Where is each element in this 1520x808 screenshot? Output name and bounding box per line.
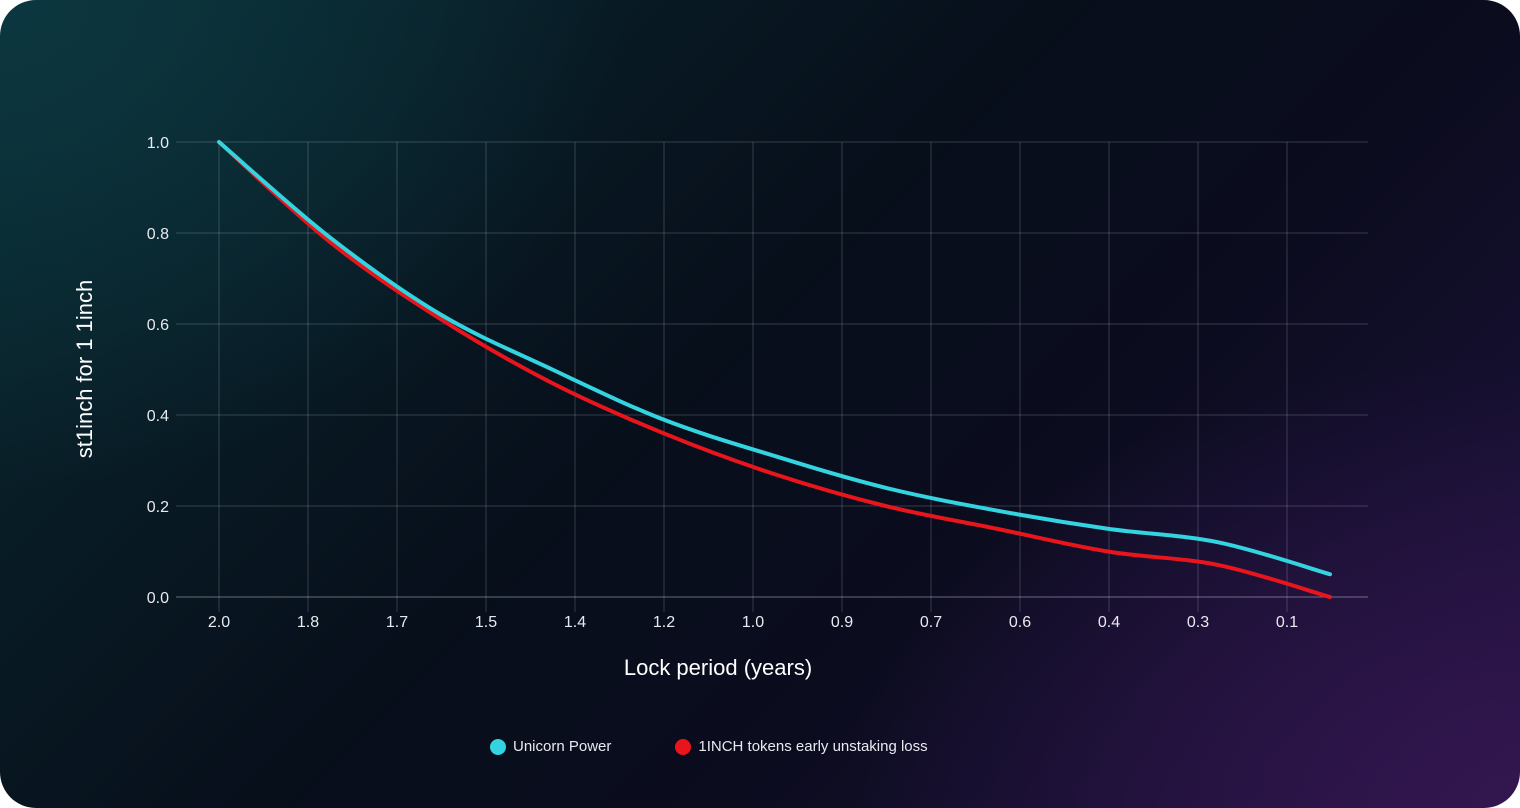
legend-dot-unstaking-loss — [675, 738, 692, 755]
x-tick-label: 0.4 — [1098, 614, 1120, 631]
y-axis-ticks: 1.0 0.8 0.6 0.4 0.2 0.0 — [147, 135, 169, 607]
x-tick-label: 0.6 — [1009, 614, 1031, 631]
x-axis-ticks: 2.0 1.8 1.7 1.5 1.4 1.2 1.0 0.9 0.7 0.6 0.4 0.3 0.1 — [208, 614, 1298, 631]
y-tick-label: 1.0 — [147, 135, 169, 152]
x-tick-label: 1.2 — [653, 614, 675, 631]
x-tick-label: 1.7 — [386, 614, 408, 631]
grid-lines — [176, 141, 1368, 612]
legend-label-unicorn-power: Unicorn Power — [513, 738, 612, 755]
x-tick-label: 0.3 — [1187, 614, 1209, 631]
x-tick-label: 2.0 — [208, 614, 230, 631]
x-tick-label: 0.7 — [920, 614, 942, 631]
x-tick-label: 0.9 — [831, 614, 853, 631]
y-axis-title: st1inch for 1 1inch — [72, 280, 97, 459]
x-axis-title: Lock period (years) — [624, 655, 812, 680]
series-line-unicorn-power — [217, 140, 1332, 577]
y-tick-label: 0.4 — [147, 408, 169, 425]
y-tick-label: 0.2 — [147, 499, 169, 516]
x-tick-label: 1.8 — [297, 614, 319, 631]
legend-dot-unicorn-power — [490, 738, 506, 755]
legend: Unicorn Power 1INCH tokens early unstaki… — [490, 738, 992, 755]
y-tick-label: 0.6 — [147, 317, 169, 334]
x-tick-label: 0.1 — [1276, 614, 1298, 631]
y-tick-label: 0.0 — [147, 590, 169, 607]
series-line-unstaking-loss — [217, 140, 1332, 599]
series-lines — [217, 140, 1332, 599]
y-tick-label: 0.8 — [147, 226, 169, 243]
x-tick-label: 1.0 — [742, 614, 764, 631]
legend-label-unstaking-loss: 1INCH tokens early unstaking loss — [698, 738, 928, 755]
x-tick-label: 1.4 — [564, 614, 586, 631]
x-tick-label: 1.5 — [475, 614, 497, 631]
legend-item-unstaking-loss[interactable]: 1INCH tokens early unstaking loss — [675, 738, 928, 755]
legend-item-unicorn-power[interactable]: Unicorn Power — [490, 738, 611, 755]
